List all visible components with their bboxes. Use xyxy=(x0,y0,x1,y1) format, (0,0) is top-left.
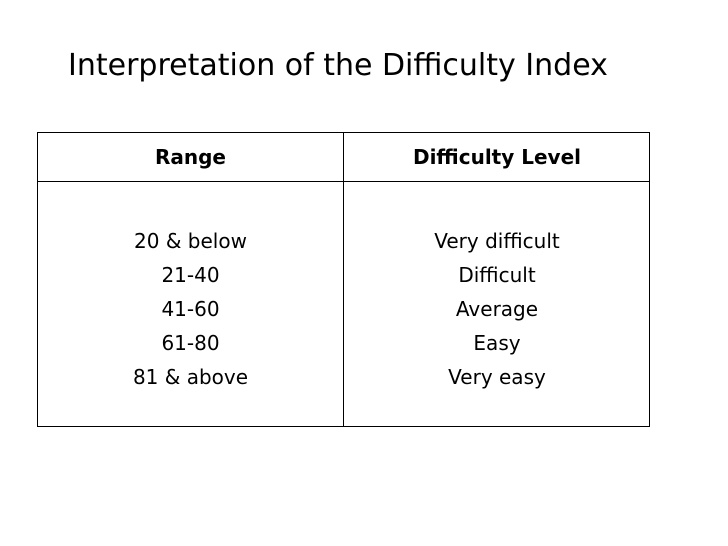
column-divider xyxy=(343,133,344,426)
header-divider xyxy=(38,181,649,182)
range-cell: 21-40 xyxy=(161,263,220,287)
range-cell: 41-60 xyxy=(161,297,220,321)
slide-title: Interpretation of the Difficulty Index xyxy=(68,48,608,83)
range-cell: 81 & above xyxy=(132,365,249,389)
level-cell: Average xyxy=(455,297,539,321)
range-column: 20 & below 21-40 41-60 61-80 81 & above xyxy=(38,224,343,394)
header-range: Range xyxy=(154,145,226,169)
difficulty-table: Range Difficulty Level 20 & below 21-40 … xyxy=(37,132,650,427)
range-cell: 20 & below xyxy=(134,229,247,253)
level-cell: Difficult xyxy=(458,263,536,287)
level-cell: Very difficult xyxy=(434,229,560,253)
range-cell: 61-80 xyxy=(161,331,220,355)
difficulty-level-column: Very difficult Difficult Average Easy Ve… xyxy=(344,224,650,394)
level-cell: Easy xyxy=(473,331,521,355)
header-difficulty-level: Difficulty Level xyxy=(412,145,582,169)
level-cell: Very easy xyxy=(448,365,546,389)
